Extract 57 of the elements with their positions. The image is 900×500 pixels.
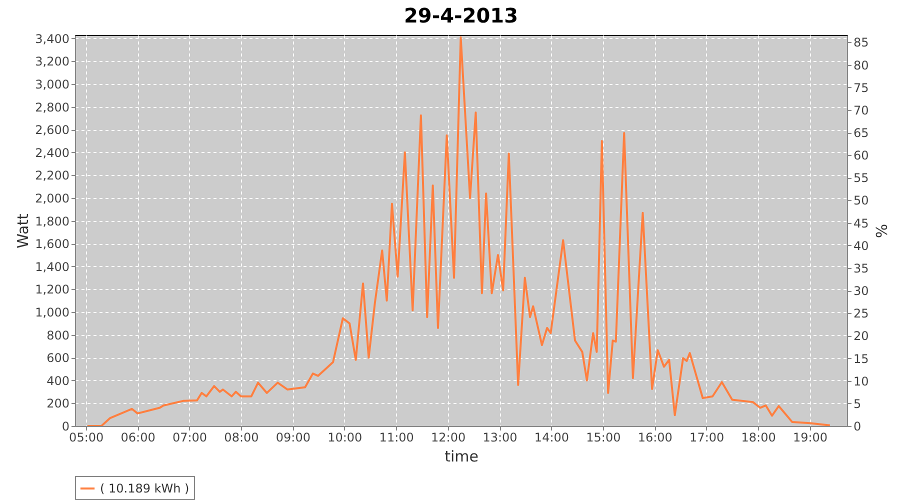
y2-tick-label: 5 [854,396,862,411]
y-tick-label: 1,200 [35,282,70,297]
y2-tick-label: 75 [854,80,869,95]
y2-tick-label: 45 [854,216,869,230]
x-tick-label: 11:00 [379,430,414,444]
x-tick-label: 17:00 [690,430,724,444]
y2-tick-label: 50 [854,194,869,208]
y2-tick-label: 65 [854,126,869,140]
y-tick-label: 1,800 [35,214,70,228]
y2-tick-label: 55 [854,171,869,186]
y-tick-label: 200 [46,396,70,411]
y2-tick-label: 15 [854,352,869,366]
y-tick-label: 600 [46,351,70,366]
y2-tick-label: 10 [854,374,869,388]
x-tick-label: 09:00 [276,430,310,444]
x-tick-label: 08:00 [224,430,259,444]
y-axis-title: Watt [14,213,32,248]
y-tick-label: 800 [46,328,70,342]
y-tick-label: 3,000 [35,78,70,92]
y2-tick-label: 20 [854,329,869,344]
y2-tick-label: 0 [854,420,862,434]
y2-tick-label: 60 [854,148,869,163]
y-tick-label: 2,000 [35,192,70,206]
y2-tick-label: 30 [854,284,869,298]
y-tick-label: 0 [62,420,70,434]
y2-tick-label: 70 [854,103,869,118]
y-tick-label: 3,400 [35,32,70,46]
x-axis-title: time [444,448,478,466]
x-tick-label: 07:00 [172,430,208,444]
y2-tick-label: 35 [854,261,869,276]
x-tick-label: 18:00 [741,430,776,444]
y-tick-label: 1,400 [35,260,70,274]
x-tick-label: 05:00 [69,430,104,444]
chart-title: 29-4-2013 [404,3,518,28]
x-tick-label: 06:00 [120,430,156,444]
x-tick-label: 14:00 [534,430,570,444]
x-tick-label: 12:00 [431,430,466,444]
line-series [86,36,831,426]
y-tick-label: 1,600 [35,237,70,252]
y-tick-label: 1,000 [35,306,70,320]
x-tick-label: 10:00 [328,430,362,444]
y-tick-label: 3,200 [35,54,70,69]
x-tick-label: 15:00 [586,430,621,444]
x-tick-label: 19:00 [792,430,828,444]
y2-tick-label: 25 [854,306,869,321]
legend-label: ( 10.189 kWh ) [100,482,190,496]
y-tick-label: 2,600 [35,123,70,138]
y2-tick-label: 80 [854,58,869,72]
y-tick-label: 2,400 [35,146,70,160]
y-tick-label: 2,200 [35,168,70,183]
x-tick-label: 16:00 [638,430,672,444]
y-tick-label: 400 [46,374,70,388]
y2-axis-title: % [872,224,890,238]
y2-tick-label: 85 [854,36,869,50]
y2-tick-label: 40 [854,238,869,253]
y-tick-label: 2,800 [35,100,70,114]
x-tick-label: 13:00 [482,430,518,444]
